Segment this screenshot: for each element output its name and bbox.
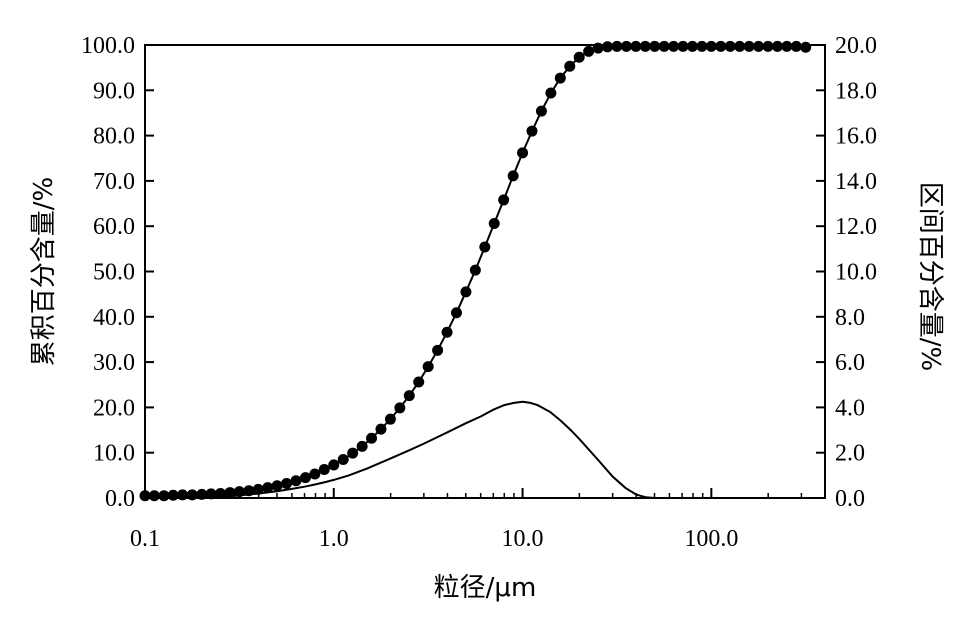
left-y-tick-label: 60.0 (93, 214, 135, 240)
x-tick-label: 10.0 (502, 526, 544, 552)
cumulative-data-point (318, 463, 330, 475)
cumulative-data-point (781, 40, 793, 52)
right-y-tick-label: 20.0 (835, 33, 877, 59)
cumulative-data-point (498, 194, 510, 206)
left-y-tick-label: 10.0 (93, 441, 135, 467)
cumulative-data-point (384, 413, 396, 425)
cumulative-data-point (583, 45, 595, 57)
right-y-tick-label: 18.0 (835, 78, 877, 104)
cumulative-data-point (705, 40, 717, 52)
cumulative-data-point (517, 147, 529, 159)
cumulative-data-point (375, 423, 387, 435)
cumulative-data-point (573, 51, 585, 63)
right-y-tick-label: 16.0 (835, 124, 877, 150)
cumulative-data-point (167, 489, 179, 501)
cumulative-data-point (271, 480, 283, 492)
left-y-tick-label: 50.0 (93, 260, 135, 286)
cumulative-data-point (309, 468, 321, 480)
cumulative-data-point (602, 41, 614, 53)
cumulative-data-point (507, 170, 519, 182)
cumulative-data-point (413, 376, 425, 388)
cumulative-data-point (734, 40, 746, 52)
cumulative-data-point (328, 459, 340, 471)
left-y-tick-label: 20.0 (93, 395, 135, 421)
x-axis: 0.1 1.0 10.0 100.0 (130, 488, 826, 552)
right-y-tick-label: 14.0 (835, 169, 877, 195)
cumulative-data-point (403, 390, 415, 402)
cumulative-data-point (790, 40, 802, 52)
cumulative-data-point (724, 40, 736, 52)
cumulative-data-point (771, 40, 783, 52)
cumulative-data-point (686, 40, 698, 52)
left-y-tick-label: 0.0 (105, 486, 135, 512)
cumulative-data-point (715, 40, 727, 52)
cumulative-data-point (252, 483, 264, 495)
cumulative-data-point (441, 326, 453, 338)
cumulative-data-point (630, 40, 642, 52)
cumulative-data-point (677, 40, 689, 52)
x-tick-label: 100.0 (684, 526, 738, 552)
cumulative-data-point (148, 490, 160, 502)
cumulative-data-point (366, 432, 378, 444)
cumulative-data-point (668, 40, 680, 52)
cumulative-data-point (592, 42, 604, 54)
right-y-axis-title: 区间百分含量/% (915, 182, 945, 371)
left-y-tick-label: 70.0 (93, 169, 135, 195)
cumulative-data-point (422, 361, 434, 373)
left-y-tick-label: 30.0 (93, 350, 135, 376)
cumulative-data-point (753, 40, 765, 52)
left-y-tick-label: 100.0 (81, 33, 135, 59)
cumulative-data-point (545, 87, 557, 99)
cumulative-data-point (337, 453, 349, 465)
left-y-tick-label: 90.0 (93, 78, 135, 104)
cumulative-data-point (479, 241, 491, 253)
cumulative-data-point (469, 264, 481, 276)
cumulative-data-point (800, 41, 812, 53)
cumulative-data-point (762, 40, 774, 52)
right-y-tick-label: 8.0 (835, 305, 865, 331)
plot-frame (144, 44, 826, 499)
cumulative-data-point (658, 40, 670, 52)
cumulative-data-point (450, 307, 462, 319)
right-y-tick-label: 2.0 (835, 441, 865, 467)
cumulative-data-point (488, 217, 500, 229)
cumulative-data-point (743, 40, 755, 52)
interval-content-line (145, 400, 807, 499)
cumulative-data-point (347, 447, 359, 459)
series-layer (139, 40, 812, 502)
left-y-axis: 0.0 10.0 20.0 30.0 40.0 50.0 60.0 70.0 80.0 90.0 1… (81, 33, 154, 512)
x-axis-title: 粒径/μm (434, 573, 537, 603)
x-tick-label: 1.0 (319, 526, 349, 552)
cumulative-data-point (639, 40, 651, 52)
cumulative-data-point (262, 482, 274, 494)
cumulative-data-point (281, 478, 293, 490)
cumulative-data-point (535, 105, 547, 117)
right-y-tick-label: 12.0 (835, 214, 877, 240)
cumulative-data-point (526, 125, 538, 137)
plot-area (144, 44, 826, 499)
cumulative-data-point (611, 40, 623, 52)
right-y-axis: 0.0 2.0 4.0 6.0 8.0 10.0 12.0 14.0 16.0 18.0 20.0 (816, 33, 877, 512)
right-y-tick-label: 4.0 (835, 395, 865, 421)
cumulative-data-point (554, 72, 566, 84)
left-y-axis-title: 累积百分含量/% (29, 177, 59, 366)
cumulative-data-point (299, 472, 311, 484)
right-y-tick-label: 10.0 (835, 260, 877, 286)
cumulative-data-point (356, 440, 368, 452)
cumulative-data-point (460, 286, 472, 298)
cumulative-data-point (290, 475, 302, 487)
cumulative-data-point (620, 40, 632, 52)
left-y-tick-label: 40.0 (93, 305, 135, 331)
cumulative-data-point (394, 402, 406, 414)
right-y-tick-label: 6.0 (835, 350, 865, 376)
cumulative-data-point (649, 40, 661, 52)
cumulative-data-point (432, 344, 444, 356)
left-y-tick-label: 80.0 (93, 124, 135, 150)
right-y-tick-label: 0.0 (835, 486, 865, 512)
cumulative-data-point (696, 40, 708, 52)
x-tick-label: 0.1 (130, 526, 160, 552)
cumulative-data-point (564, 60, 576, 72)
